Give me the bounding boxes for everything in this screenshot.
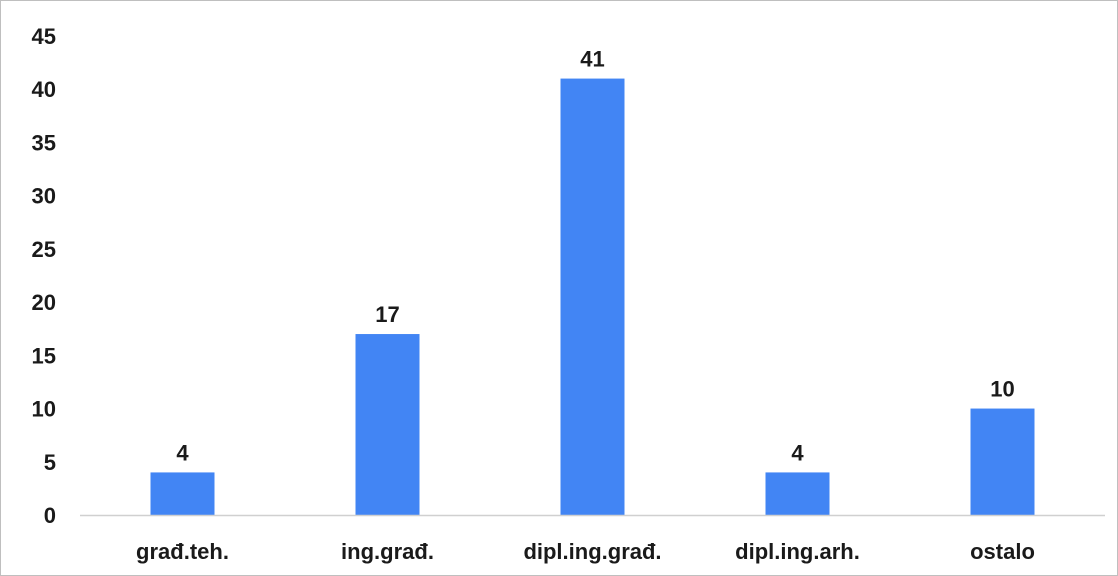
y-tick-label: 0 (44, 503, 56, 528)
bar-data-label: 41 (580, 47, 604, 72)
y-tick-label: 35 (32, 130, 56, 155)
bar (970, 408, 1035, 515)
x-category-label: ostalo (970, 539, 1035, 564)
x-category-label: dipl.ing.arh. (735, 539, 860, 564)
x-category-label: građ.teh. (136, 539, 229, 564)
category-labels: građ.teh. ing.građ. dipl.ing.građ. dipl.ing… (136, 539, 1035, 564)
y-tick-label: 15 (32, 343, 56, 368)
bar (150, 472, 215, 515)
y-tick-label: 45 (32, 24, 56, 49)
y-axis-ticks: 0 5 10 15 20 25 30 35 40 45 (32, 24, 56, 528)
y-tick-label: 40 (32, 77, 56, 102)
y-tick-label: 10 (32, 397, 56, 422)
bar (560, 78, 625, 516)
bar (765, 472, 830, 515)
data-labels: 4 17 41 4 10 (176, 47, 1014, 466)
bar-data-label: 4 (176, 440, 189, 465)
bar-data-label: 10 (990, 377, 1014, 402)
bar-data-label: 17 (375, 302, 399, 327)
y-tick-label: 25 (32, 237, 56, 262)
bar-data-label: 4 (791, 440, 804, 465)
x-category-label: ing.građ. (341, 539, 434, 564)
y-tick-label: 30 (32, 184, 56, 209)
y-tick-label: 5 (44, 450, 56, 475)
x-category-label: dipl.ing.građ. (523, 539, 661, 564)
bar (355, 334, 420, 515)
bars (150, 78, 1035, 516)
y-tick-label: 20 (32, 290, 56, 315)
